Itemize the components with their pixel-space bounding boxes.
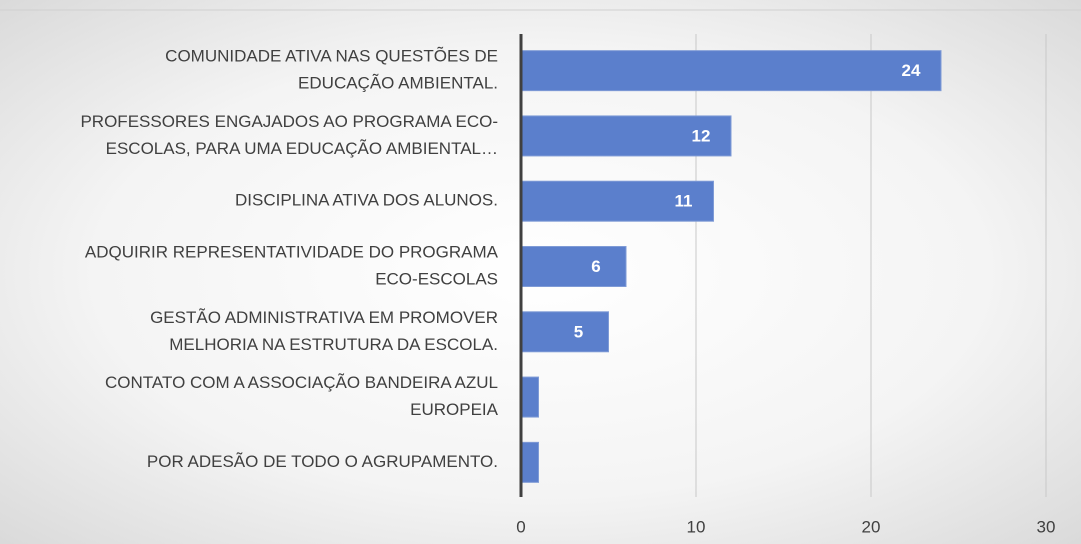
- y-tick-label: MELHORIA NA ESTRUTURA DA ESCOLA.: [169, 335, 498, 354]
- data-label: 11: [675, 192, 693, 211]
- data-label: 5: [574, 322, 583, 341]
- x-tick-label: 0: [516, 517, 525, 536]
- x-tick-label: 30: [1037, 517, 1056, 536]
- y-tick-label: PROFESSORES ENGAJADOS AO PROGRAMA ECO-: [80, 112, 498, 131]
- y-tick-label: ECO-ESCOLAS: [375, 269, 498, 288]
- x-tick-label: 10: [687, 517, 706, 536]
- y-tick-label: POR ADESÃO DE TODO O AGRUPAMENTO.: [147, 452, 498, 471]
- y-tick-label: GESTÃO ADMINISTRATIVA EM PROMOVER: [150, 308, 498, 327]
- bar: [520, 311, 609, 353]
- x-tick-label: 20: [862, 517, 881, 536]
- data-label: 12: [692, 126, 711, 145]
- y-tick-label: ESCOLAS, PARA UMA EDUCAÇÃO AMBIENTAL…: [106, 139, 498, 158]
- y-tick-label: EDUCAÇÃO AMBIENTAL.: [298, 74, 498, 93]
- bar: [520, 441, 539, 483]
- bar: [520, 50, 942, 92]
- y-tick-label: EUROPEIA: [410, 400, 499, 419]
- data-label: 24: [902, 61, 921, 80]
- bar: [520, 246, 627, 287]
- bar: [520, 180, 714, 222]
- y-tick-label: COMUNIDADE ATIVA NAS QUESTÕES DE: [165, 47, 498, 66]
- data-label: 6: [591, 257, 600, 276]
- y-tick-label: ADQUIRIR REPRESENTATIVIDADE DO PROGRAMA: [85, 242, 499, 261]
- bar: [520, 376, 539, 418]
- y-tick-label: DISCIPLINA ATIVA DOS ALUNOS.: [235, 191, 498, 210]
- y-tick-label: CONTATO COM A ASSOCIAÇÃO BANDEIRA AZUL: [105, 373, 498, 392]
